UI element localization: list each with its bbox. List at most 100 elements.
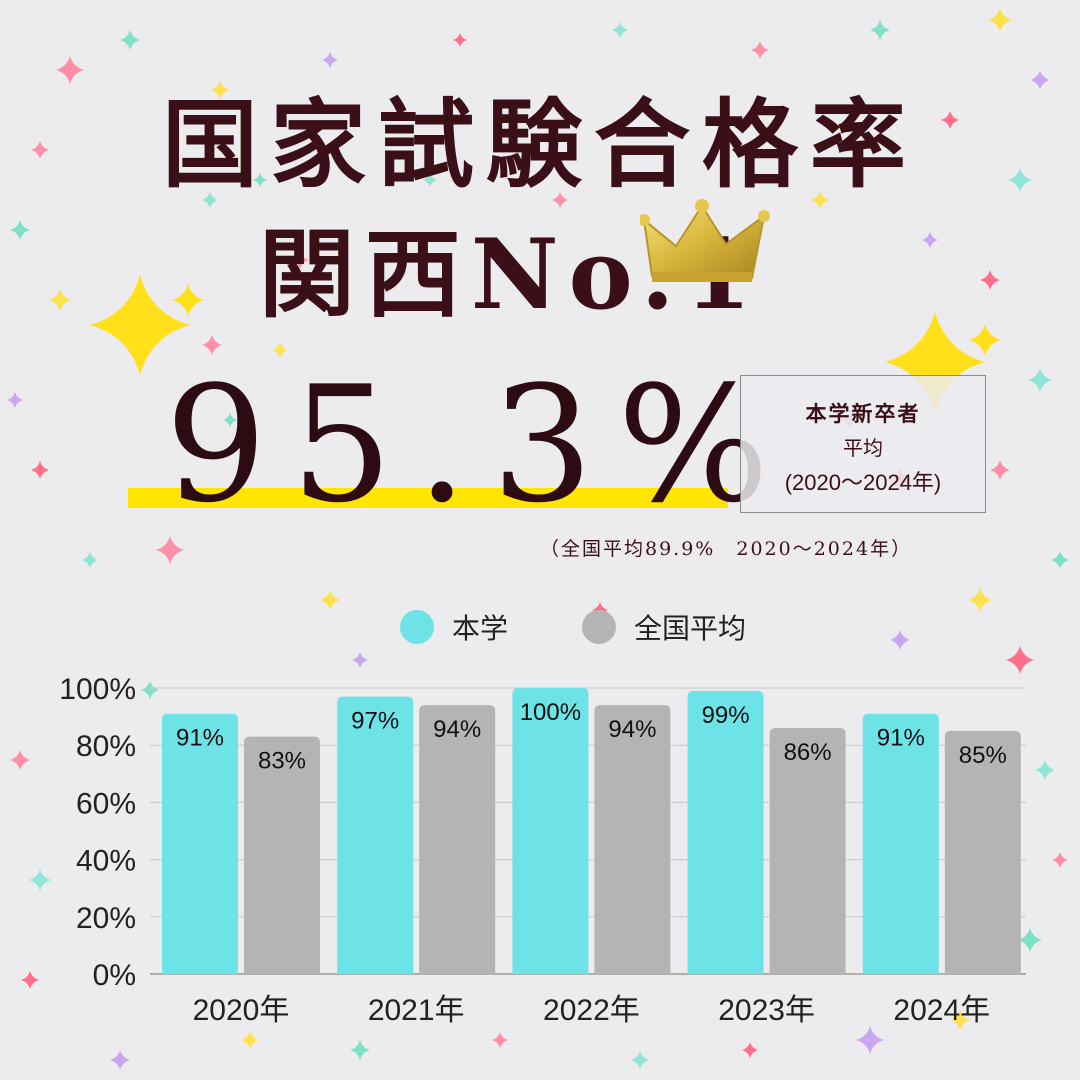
sparkle-icon	[31, 141, 49, 159]
sparkle-icon	[211, 81, 229, 99]
headline-subtitle: 関西No.1	[258, 218, 762, 331]
sparkle-icon	[7, 392, 23, 408]
bar-chart: 0% 20% 40% 60% 80% 100% 91% 83% 2020年 97% 94% 2021年…	[59, 673, 1026, 1027]
sparkle-icon	[988, 8, 1012, 32]
y-tick-label: 0%	[93, 959, 136, 992]
data-label: 99%	[702, 702, 750, 729]
legend-swatch-school	[400, 610, 434, 644]
bar-national	[594, 705, 671, 974]
data-label: 91%	[176, 725, 224, 752]
crown-icon	[640, 199, 770, 282]
legend-swatch-national	[582, 610, 616, 644]
pass-rate: 95.3%	[165, 351, 794, 538]
legend-label-school: 本学	[452, 612, 509, 645]
sparkle-icon	[352, 652, 368, 668]
sparkle-icon	[10, 220, 30, 240]
sparkle-icon	[21, 971, 39, 989]
sparkle-icon	[552, 192, 568, 208]
sparkle-icon	[272, 342, 288, 358]
sparkle-icon	[10, 750, 30, 770]
sparkle-icon	[950, 1010, 970, 1030]
bar-national	[769, 728, 846, 974]
sparkle-icon	[1035, 760, 1055, 780]
sparkle-icon	[811, 191, 829, 209]
y-tick-label: 80%	[76, 730, 136, 763]
bar-school	[512, 688, 589, 974]
sparkle-icon	[922, 232, 938, 248]
info-box: 本学新卒者 平均 (2020〜2024年)	[740, 375, 986, 513]
sparkle-icon	[320, 590, 340, 610]
data-label: 91%	[877, 725, 925, 752]
bar-school	[687, 690, 764, 974]
sparkle-icon	[941, 111, 959, 129]
sparkle-icon	[56, 56, 84, 84]
sparkle-icon	[253, 173, 267, 187]
national-average-note: （全国平均89.9% 2020〜2024年）	[540, 538, 913, 560]
data-label: 86%	[784, 739, 832, 766]
sparkle-icon	[202, 192, 218, 208]
x-tick-label: 2021年	[368, 994, 465, 1027]
x-tick-label: 2023年	[718, 994, 815, 1027]
data-label: 83%	[258, 748, 306, 775]
sparkle-icon	[631, 1051, 649, 1069]
bar-school	[862, 713, 939, 974]
sparkle-icon	[172, 284, 204, 316]
sparkle-icon	[291, 251, 309, 269]
sparkle-icon	[223, 413, 237, 427]
bar-national	[944, 730, 1021, 974]
sparkle-icon	[1030, 70, 1050, 90]
sparkle-icon	[31, 461, 49, 479]
sparkle-icon	[742, 1042, 758, 1058]
sparkle-icon	[241, 1031, 259, 1049]
y-tick-label: 100%	[59, 673, 136, 706]
y-tick-label: 60%	[76, 787, 136, 820]
data-label: 94%	[433, 716, 481, 743]
sparkle-icon	[156, 536, 184, 564]
x-tick-label: 2020年	[193, 994, 290, 1027]
sparkle-icon	[751, 41, 769, 59]
data-label: 100%	[520, 699, 581, 726]
sparkle-icon	[870, 20, 890, 40]
bar-national	[419, 705, 496, 974]
legend-item-school: 本学	[400, 604, 508, 650]
sparkle-icon	[890, 630, 910, 650]
data-label: 97%	[351, 708, 399, 735]
sparkle-icon	[423, 173, 437, 187]
sparkle-icon	[110, 1050, 130, 1070]
sparkle-icon	[612, 22, 628, 38]
sparkle-icon	[120, 30, 140, 50]
sparkle-icon	[350, 1040, 370, 1060]
x-tick-label: 2024年	[893, 994, 990, 1027]
bar-national	[244, 736, 320, 974]
info-box-line2: 平均	[843, 438, 883, 460]
sparkle-icon	[492, 1032, 508, 1048]
data-label: 85%	[959, 742, 1007, 769]
rate-highlight-bar	[128, 488, 728, 508]
data-label: 94%	[608, 716, 656, 743]
sparkle-icon	[202, 335, 222, 355]
sparkle-icon	[49, 289, 71, 311]
legend-item-national: 全国平均	[582, 604, 746, 650]
sparkle-icon	[1052, 852, 1068, 868]
headline-title: 国家試験合格率	[162, 88, 918, 201]
sparkle-icon	[29, 869, 51, 891]
sparkle-icon	[856, 1026, 884, 1054]
sparkle-icon	[90, 275, 190, 375]
y-tick-label: 40%	[76, 845, 136, 878]
bar-school	[162, 713, 238, 974]
sparkle-icon	[990, 460, 1010, 480]
x-tick-label: 2022年	[543, 994, 640, 1027]
sparkle-icon	[1051, 551, 1069, 569]
sparkle-icon	[1006, 646, 1034, 674]
sparkle-icon	[1008, 168, 1032, 192]
sparkle-icon	[1018, 928, 1042, 952]
legend-label-national: 全国平均	[634, 612, 747, 645]
sparkle-icon	[453, 33, 467, 47]
sparkle-icon	[1028, 368, 1052, 392]
y-tick-label: 20%	[76, 902, 136, 935]
sparkle-icon	[885, 312, 985, 412]
bar-school	[337, 696, 414, 974]
sparkle-icon	[968, 588, 992, 612]
info-box-line1: 本学新卒者	[805, 401, 921, 426]
sparkle-icon	[82, 552, 98, 568]
